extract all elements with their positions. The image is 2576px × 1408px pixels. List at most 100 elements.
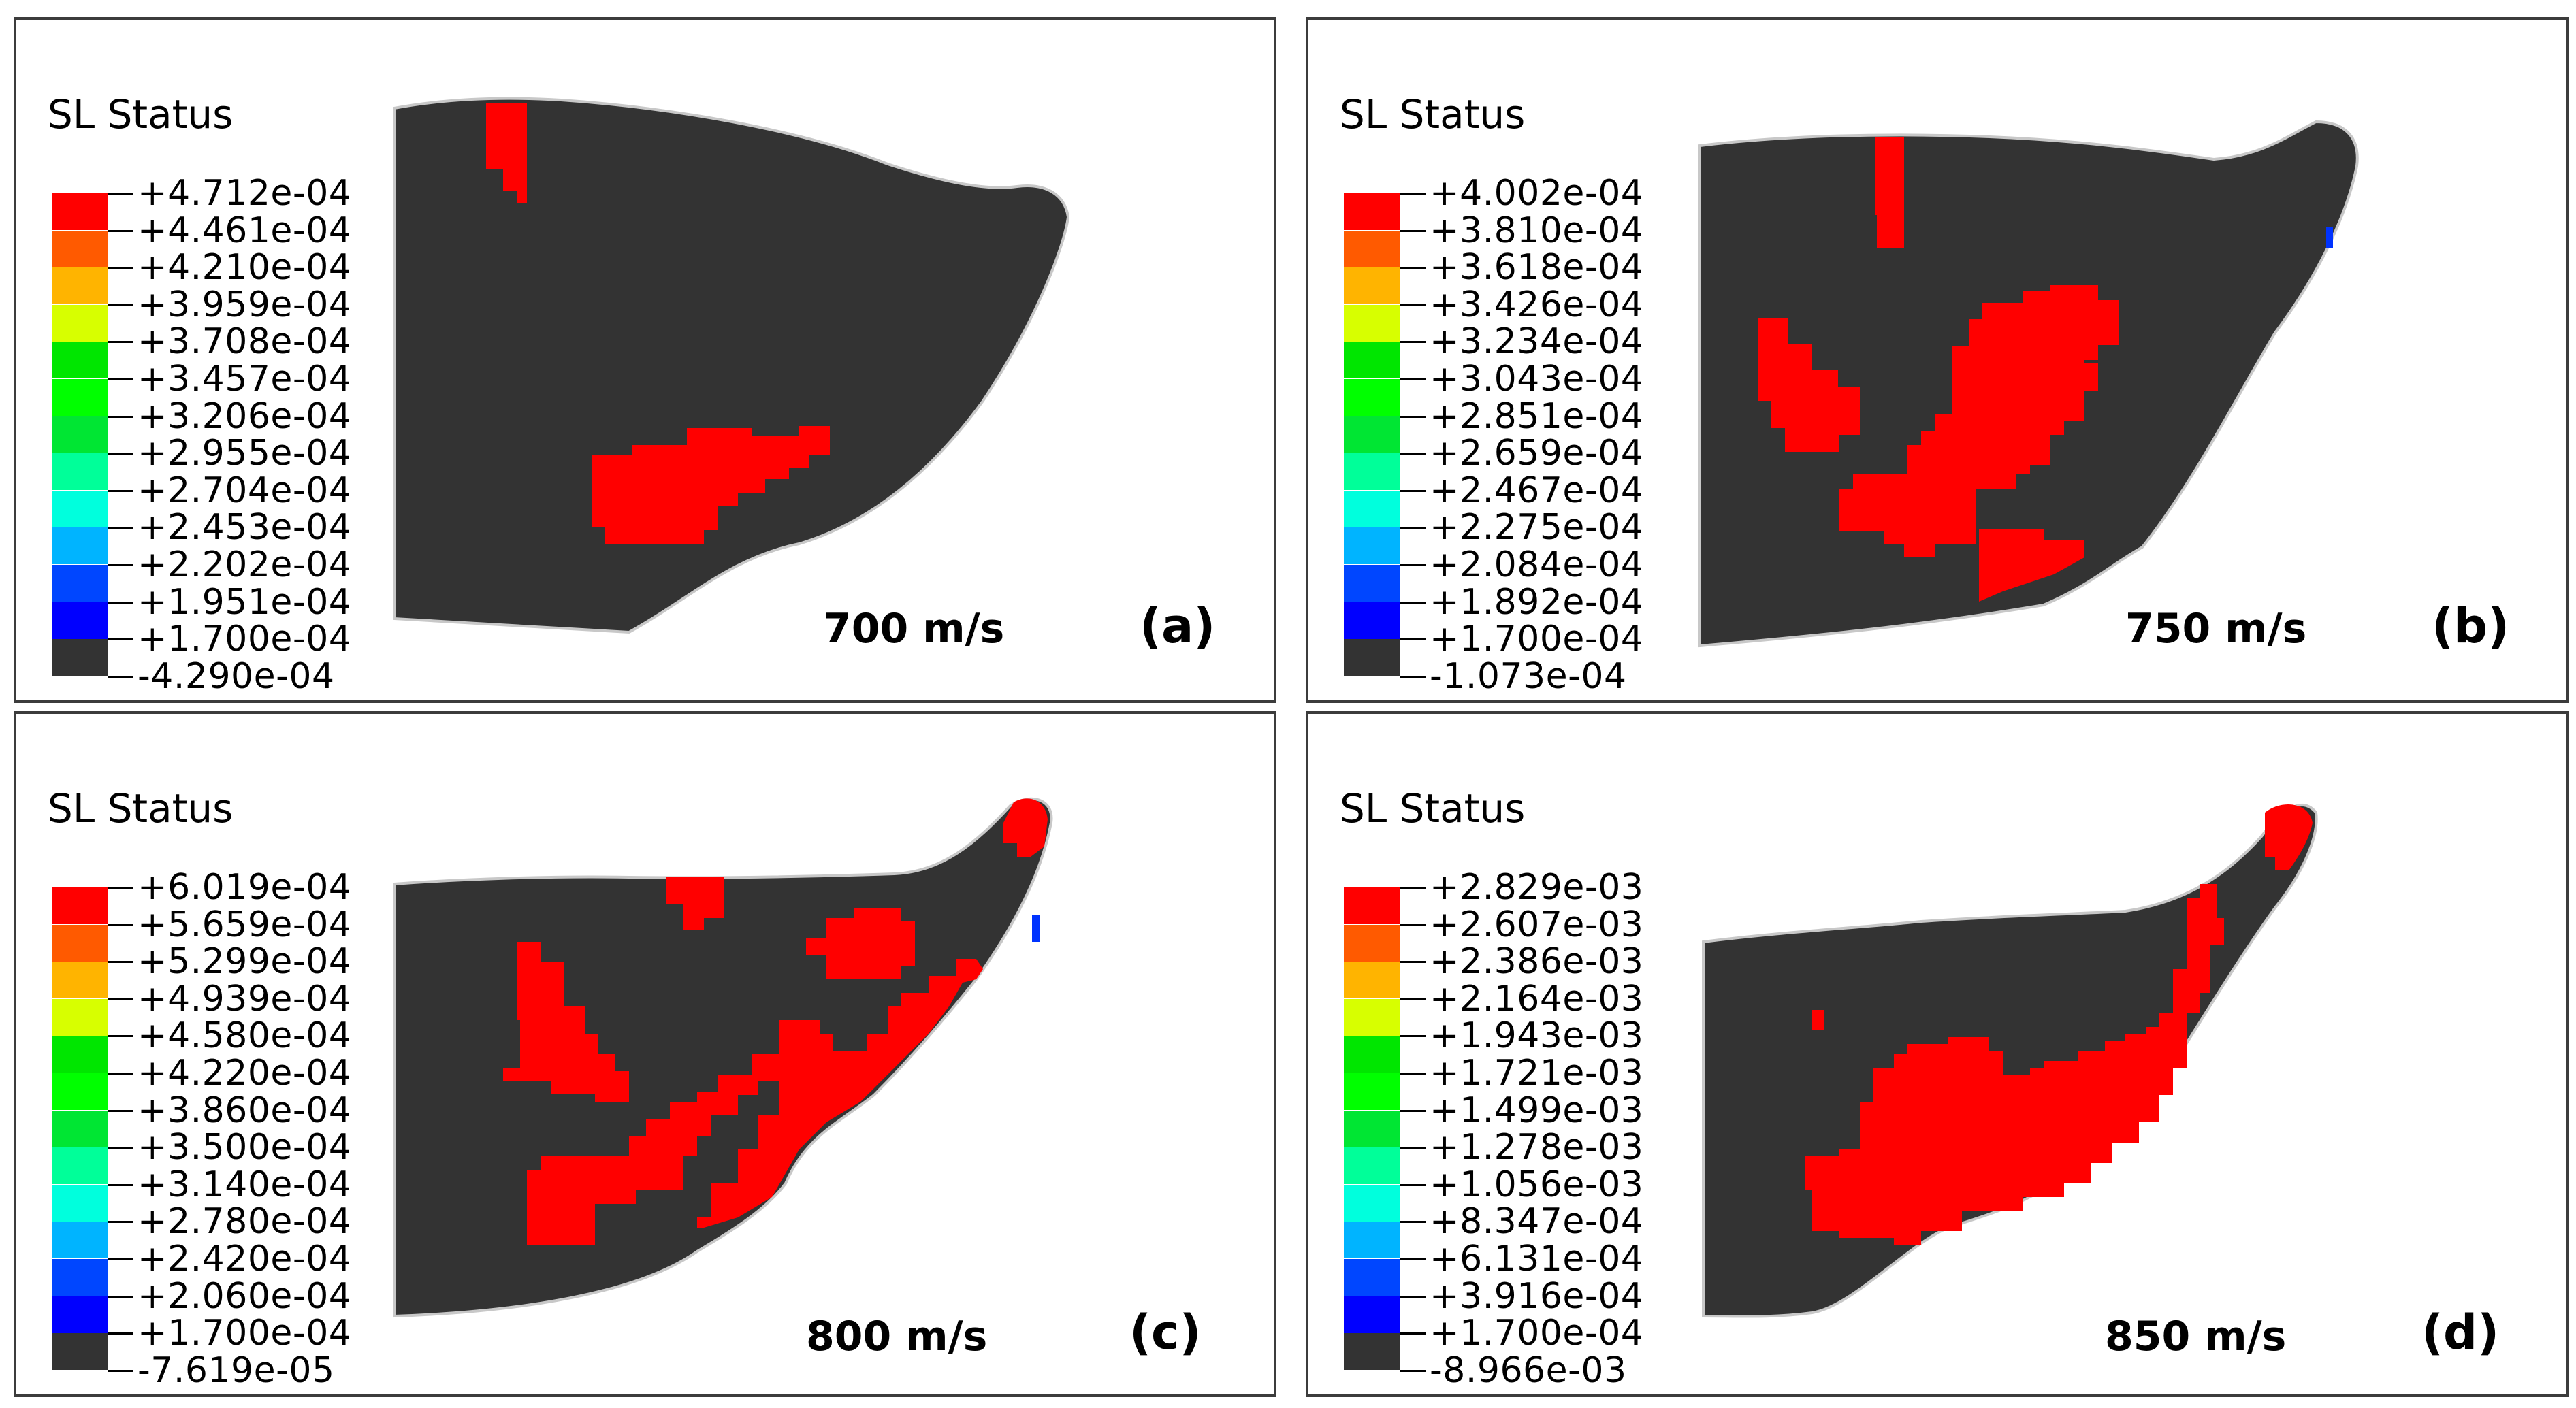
- stress-region: [527, 1020, 820, 1245]
- legend-swatch: [1344, 565, 1400, 602]
- legend-swatch: [1344, 416, 1400, 453]
- legend-value: +3.457e-04: [138, 359, 352, 399]
- legend-tick: [1400, 638, 1426, 641]
- boundary-marker: [2326, 227, 2333, 248]
- legend-swatch: [1344, 602, 1400, 639]
- legend-title: SL Status: [1340, 91, 1526, 137]
- stress-region: [697, 908, 983, 1228]
- legend-swatch: [52, 230, 108, 267]
- legend-value: +2.202e-04: [138, 544, 352, 585]
- legend-tick: [1400, 1035, 1426, 1038]
- legend-swatch: [1344, 887, 1400, 924]
- legend-swatch: [52, 267, 108, 305]
- legend-tick: [1400, 1258, 1426, 1260]
- legend-swatch: [52, 453, 108, 491]
- legend-value: +2.164e-03: [1430, 978, 1644, 1019]
- legend-value: +5.659e-04: [138, 904, 352, 945]
- legend-value: +8.347e-04: [1430, 1201, 1644, 1243]
- legend-tick: [1400, 1369, 1426, 1372]
- legend-tick: [108, 638, 133, 641]
- legend-swatch: [1344, 998, 1400, 1036]
- stress-regions: [486, 103, 830, 544]
- legend-swatch: [52, 1036, 108, 1073]
- stress-region: [503, 942, 629, 1102]
- legend-swatch: [52, 1296, 108, 1333]
- legend-swatch: [1344, 639, 1400, 676]
- legend-swatch: [1344, 1184, 1400, 1222]
- legend-value: +2.829e-03: [1430, 867, 1644, 908]
- legend-swatch: [1344, 453, 1400, 491]
- legend-tick: [1400, 453, 1426, 455]
- legend-value: -1.073e-04: [1430, 655, 1627, 697]
- legend-tick: [1400, 1073, 1426, 1075]
- legend-tick: [108, 887, 133, 889]
- legend-value: +3.426e-04: [1430, 284, 1644, 325]
- legend-tick: [108, 304, 133, 306]
- impact-velocity-label: 850 m/s: [2105, 1313, 2287, 1360]
- legend-swatch: [1344, 1073, 1400, 1110]
- legend-swatch: [1344, 962, 1400, 999]
- legend-value: +6.131e-04: [1430, 1239, 1644, 1279]
- legend-swatch: [52, 962, 108, 999]
- legend-swatch: [52, 998, 108, 1036]
- legend-swatch: [52, 1222, 108, 1259]
- legend-tick: [1400, 1221, 1426, 1224]
- legend-title: SL Status: [1340, 785, 1526, 832]
- legend-tick: [108, 1073, 133, 1075]
- legend-swatch: [52, 639, 108, 676]
- legend-swatch: [52, 887, 108, 924]
- legend-tick: [1400, 304, 1426, 306]
- legend-value: +1.951e-04: [138, 581, 352, 623]
- legend-tick: [108, 1221, 133, 1224]
- legend-tick: [108, 1109, 133, 1112]
- legend-swatch: [52, 565, 108, 602]
- legend-tick: [108, 564, 133, 566]
- stress-region: [1812, 1010, 1824, 1030]
- stress-regions: [503, 798, 1048, 1245]
- legend-tick: [108, 527, 133, 529]
- legend-tick: [108, 489, 133, 492]
- domain-shape: [393, 97, 1070, 634]
- stress-region: [592, 426, 830, 544]
- legend-tick: [1400, 961, 1426, 964]
- legend-value: +4.580e-04: [138, 1015, 352, 1057]
- legend-tick: [1400, 887, 1426, 889]
- legend-tick: [1400, 675, 1426, 678]
- legend-value: +3.916e-04: [1430, 1275, 1644, 1317]
- legend-value: +3.860e-04: [138, 1090, 352, 1131]
- stress-regions: [1805, 804, 2313, 1245]
- legend-value: +4.210e-04: [138, 247, 352, 289]
- legend-swatch: [52, 924, 108, 962]
- legend-swatch: [1344, 230, 1400, 267]
- legend-tick: [1400, 1295, 1426, 1298]
- legend-tick: [108, 1183, 133, 1186]
- legend-swatch: [52, 490, 108, 527]
- legend-value: +3.810e-04: [1430, 210, 1644, 251]
- legend-tick: [1400, 1147, 1426, 1149]
- legend-tick: [108, 961, 133, 964]
- legend-value: -7.619e-05: [138, 1349, 335, 1391]
- domain-shape: [393, 797, 1053, 1318]
- legend-swatch: [1344, 1296, 1400, 1333]
- legend-tick: [108, 341, 133, 344]
- legend-value: +1.056e-03: [1430, 1164, 1644, 1205]
- legend-swatch: [1344, 490, 1400, 527]
- legend-swatch: [1344, 379, 1400, 416]
- legend-value: +2.955e-04: [138, 433, 352, 474]
- legend-swatch: [1344, 1110, 1400, 1147]
- boundary-marker: [1032, 915, 1040, 942]
- stress-region: [1758, 318, 1860, 452]
- legend-value: +1.892e-04: [1430, 581, 1644, 623]
- legend-value: +2.420e-04: [138, 1239, 352, 1279]
- legend-tick: [1400, 415, 1426, 418]
- legend-value: +3.500e-04: [138, 1127, 352, 1168]
- impact-velocity-label: 700 m/s: [823, 605, 1005, 653]
- contour-panel-b: SL Status +4.002e-04 +3.810e-04 +3.618e-04…: [1306, 17, 2569, 703]
- legend-swatch: [52, 416, 108, 453]
- stress-region: [666, 877, 724, 930]
- legend-value: +1.700e-04: [138, 619, 352, 660]
- legend-tick: [108, 267, 133, 269]
- legend-swatch: [1344, 1259, 1400, 1296]
- legend-value: +1.278e-03: [1430, 1127, 1644, 1168]
- stress-region: [1805, 884, 2224, 1245]
